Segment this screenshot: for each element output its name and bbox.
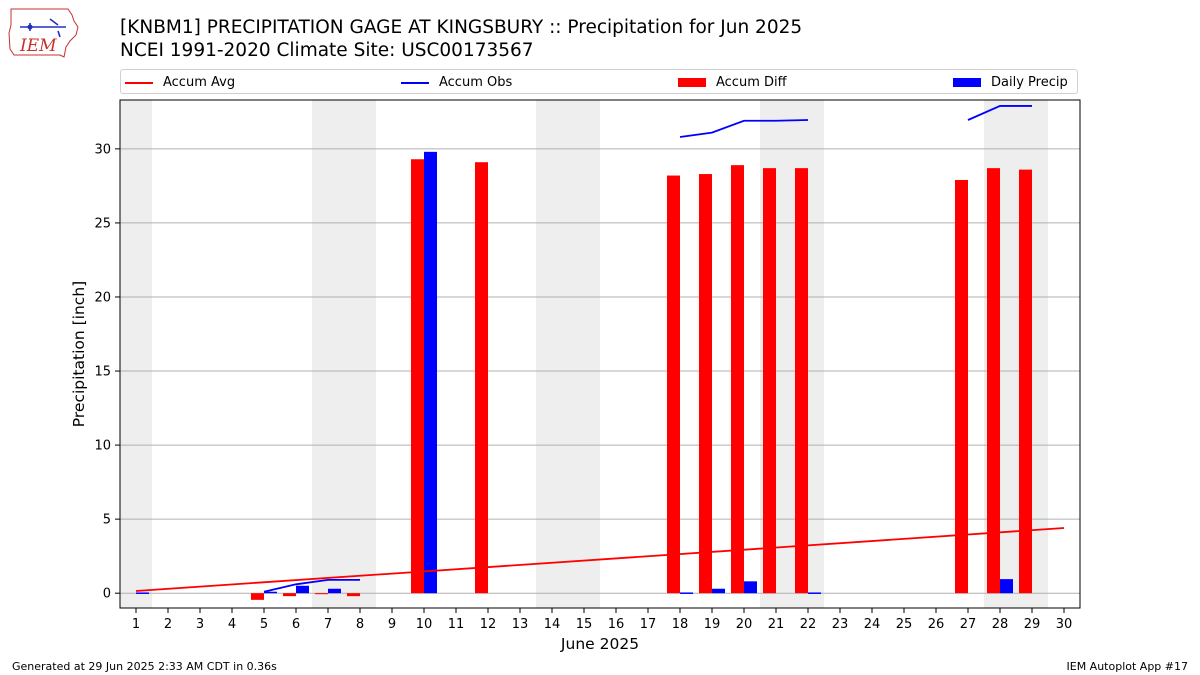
x-tick-label: 15 — [576, 617, 593, 632]
y-tick-label: 30 — [94, 142, 111, 157]
daily-precip-bar — [1000, 579, 1013, 594]
footer-generated: Generated at 29 Jun 2025 2:33 AM CDT in … — [12, 660, 277, 673]
x-tick-label: 30 — [1056, 617, 1073, 632]
y-tick-label: 15 — [94, 365, 111, 380]
y-tick-label: 10 — [94, 439, 111, 454]
accum-diff-bar — [795, 168, 808, 594]
legend-swatch — [125, 81, 153, 84]
x-tick-label: 14 — [544, 617, 561, 632]
accum-obs-line — [967, 105, 1032, 121]
accum-diff-bar — [347, 593, 360, 597]
legend-label: Accum Obs — [439, 75, 513, 90]
accum-diff-bar — [763, 168, 776, 594]
accum-diff-bar — [699, 174, 712, 594]
x-tick-label: 12 — [480, 617, 497, 632]
accum-diff-bar — [283, 593, 296, 597]
x-tick-label: 11 — [448, 617, 465, 632]
daily-precip-bar — [424, 151, 437, 594]
legend-label: Accum Diff — [716, 75, 787, 90]
x-tick-label: 21 — [768, 617, 785, 632]
daily-precip-bar — [264, 591, 277, 594]
x-tick-label: 8 — [356, 617, 364, 632]
x-tick-label: 6 — [292, 617, 300, 632]
x-tick-label: 4 — [228, 617, 236, 632]
x-tick-label: 1 — [132, 617, 140, 632]
y-tick-label: 5 — [103, 513, 111, 528]
x-tick-label: 20 — [736, 617, 753, 632]
daily-precip-bar — [712, 588, 725, 594]
legend-swatch — [401, 81, 429, 84]
accum-diff-bar — [955, 179, 968, 594]
weekend-shade — [312, 100, 376, 608]
accum-diff-bar — [1019, 169, 1032, 594]
accum-diff-bar — [251, 593, 264, 600]
iem-logo: IEM — [8, 8, 79, 58]
legend-swatch — [678, 78, 706, 87]
logo-text: IEM — [19, 36, 57, 56]
daily-precip-bar — [808, 592, 821, 594]
chart-subtitle: NCEI 1991-2020 Climate Site: USC00173567 — [120, 40, 534, 61]
y-tick-label: 0 — [103, 587, 111, 602]
legend-label: Accum Avg — [163, 75, 236, 90]
x-tick-label: 5 — [260, 617, 268, 632]
x-tick-label: 3 — [196, 617, 204, 632]
weekend-shade — [120, 100, 152, 608]
accum-diff-bar — [315, 593, 328, 595]
y-tick-label: 20 — [94, 290, 111, 305]
accum-obs-line — [679, 119, 809, 138]
daily-precip-bar — [744, 581, 757, 594]
x-tick-label: 2 — [164, 617, 172, 632]
daily-precip-bar — [328, 588, 341, 594]
chart-legend: Accum Avg Accum Obs Accum Diff Daily Pre… — [120, 69, 1078, 94]
daily-precip-bar — [136, 592, 149, 594]
chart-title: [KNBM1] PRECIPITATION GAGE AT KINGSBURY … — [120, 17, 803, 38]
weekend-shade — [536, 100, 600, 608]
accum-diff-bar — [731, 165, 744, 594]
x-tick-label: 24 — [864, 617, 881, 632]
x-tick-label: 10 — [416, 617, 433, 632]
accum-diff-bar — [667, 175, 680, 594]
daily-precip-bar — [296, 585, 309, 594]
daily-precip-bar — [680, 592, 693, 594]
legend-label: Daily Precip — [991, 75, 1068, 90]
iowa-state-outline-icon — [8, 8, 79, 58]
legend-swatch — [953, 78, 981, 87]
x-tick-label: 22 — [800, 617, 817, 632]
accum-diff-bar — [411, 159, 424, 594]
legend-item-accum-avg: Accum Avg — [125, 70, 235, 95]
x-tick-label: 29 — [1024, 617, 1041, 632]
x-tick-label: 7 — [324, 617, 332, 632]
legend-item-daily-precip: Daily Precip — [953, 70, 1068, 95]
x-axis-label: June 2025 — [560, 635, 639, 653]
accum-obs-line — [263, 578, 360, 593]
x-tick-label: 16 — [608, 617, 625, 632]
x-tick-label: 25 — [896, 617, 913, 632]
x-tick-label: 17 — [640, 617, 657, 632]
accum-diff-bar — [987, 168, 1000, 594]
x-tick-label: 13 — [512, 617, 529, 632]
plot-frame — [119, 99, 1081, 609]
footer-app: IEM Autoplot App #17 — [1066, 660, 1189, 673]
y-tick-label: 25 — [94, 216, 111, 231]
accum-diff-bar — [475, 162, 488, 594]
x-tick-label: 23 — [832, 617, 849, 632]
x-tick-label: 27 — [960, 617, 977, 632]
x-tick-label: 26 — [928, 617, 945, 632]
y-axis-label: Precipitation [inch] — [70, 281, 88, 427]
x-tick-label: 19 — [704, 617, 721, 632]
x-tick-label: 9 — [388, 617, 396, 632]
x-tick-label: 18 — [672, 617, 689, 632]
legend-item-accum-obs: Accum Obs — [401, 70, 512, 95]
accum-avg-line — [135, 527, 1065, 592]
legend-item-accum-diff: Accum Diff — [678, 70, 787, 95]
x-tick-label: 28 — [992, 617, 1009, 632]
